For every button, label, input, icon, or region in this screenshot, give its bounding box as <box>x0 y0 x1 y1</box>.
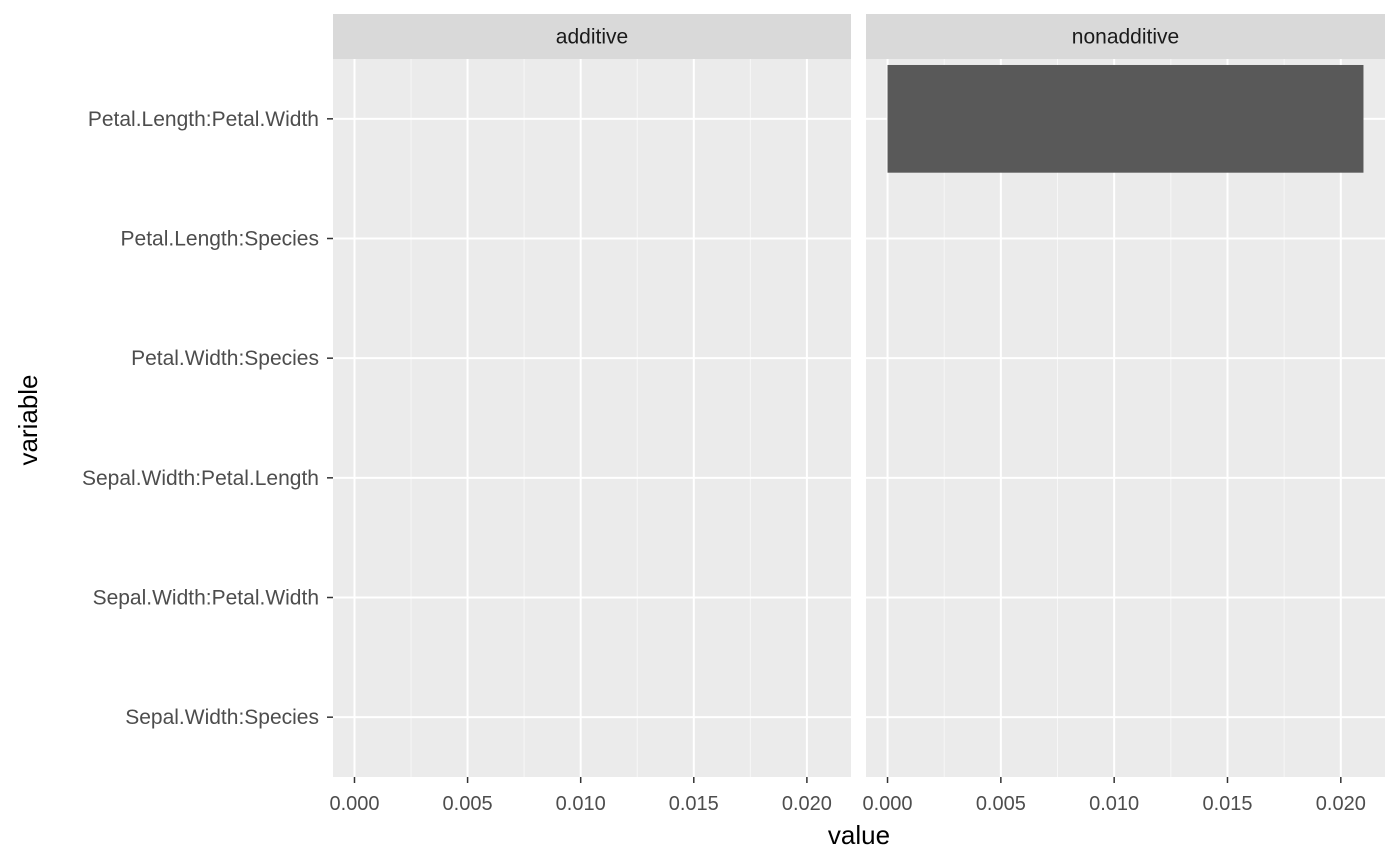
x-tick-label: 0.000 <box>862 793 912 815</box>
y-tick-label: Sepal.Width:Petal.Width <box>93 587 319 610</box>
x-tick-label: 0.020 <box>782 793 832 815</box>
facet-strip <box>333 14 851 59</box>
x-tick-label: 0.010 <box>1089 793 1139 815</box>
facet-strip-label: nonadditive <box>1072 26 1179 49</box>
x-tick-label: 0.015 <box>1202 793 1252 815</box>
facet-panel-additive: additive 0.000 0.005 0.010 0.015 0.020 <box>329 14 851 815</box>
y-tick-label: Sepal.Width:Petal.Length <box>82 467 319 490</box>
y-axis: Petal.Length:Petal.Width Petal.Length:Spe… <box>82 108 333 729</box>
facet-strip-label: additive <box>556 26 628 49</box>
x-tick-label: 0.005 <box>976 793 1026 815</box>
x-axis-title: value <box>828 820 890 850</box>
x-tick-label: 0.020 <box>1316 793 1366 815</box>
panel-background <box>333 59 851 777</box>
panel-background <box>866 59 1385 777</box>
x-tick-label: 0.015 <box>669 793 719 815</box>
facet-panel-nonadditive: nonadditive 0.000 0.005 0.010 0.015 0.020 <box>862 14 1385 815</box>
y-tick-label: Petal.Length:Petal.Width <box>88 108 319 131</box>
bar-Petal.Length:Petal.Width <box>887 64 1364 173</box>
y-tick-label: Sepal.Width:Species <box>125 706 319 729</box>
facet-strip <box>866 14 1385 59</box>
x-tick-label: 0.000 <box>329 793 379 815</box>
y-axis-title: variable <box>13 374 43 465</box>
y-tick-label: Petal.Width:Species <box>131 347 319 370</box>
x-tick-label: 0.010 <box>556 793 606 815</box>
x-tick-label: 0.005 <box>443 793 493 815</box>
y-tick-label: Petal.Length:Species <box>121 228 319 251</box>
